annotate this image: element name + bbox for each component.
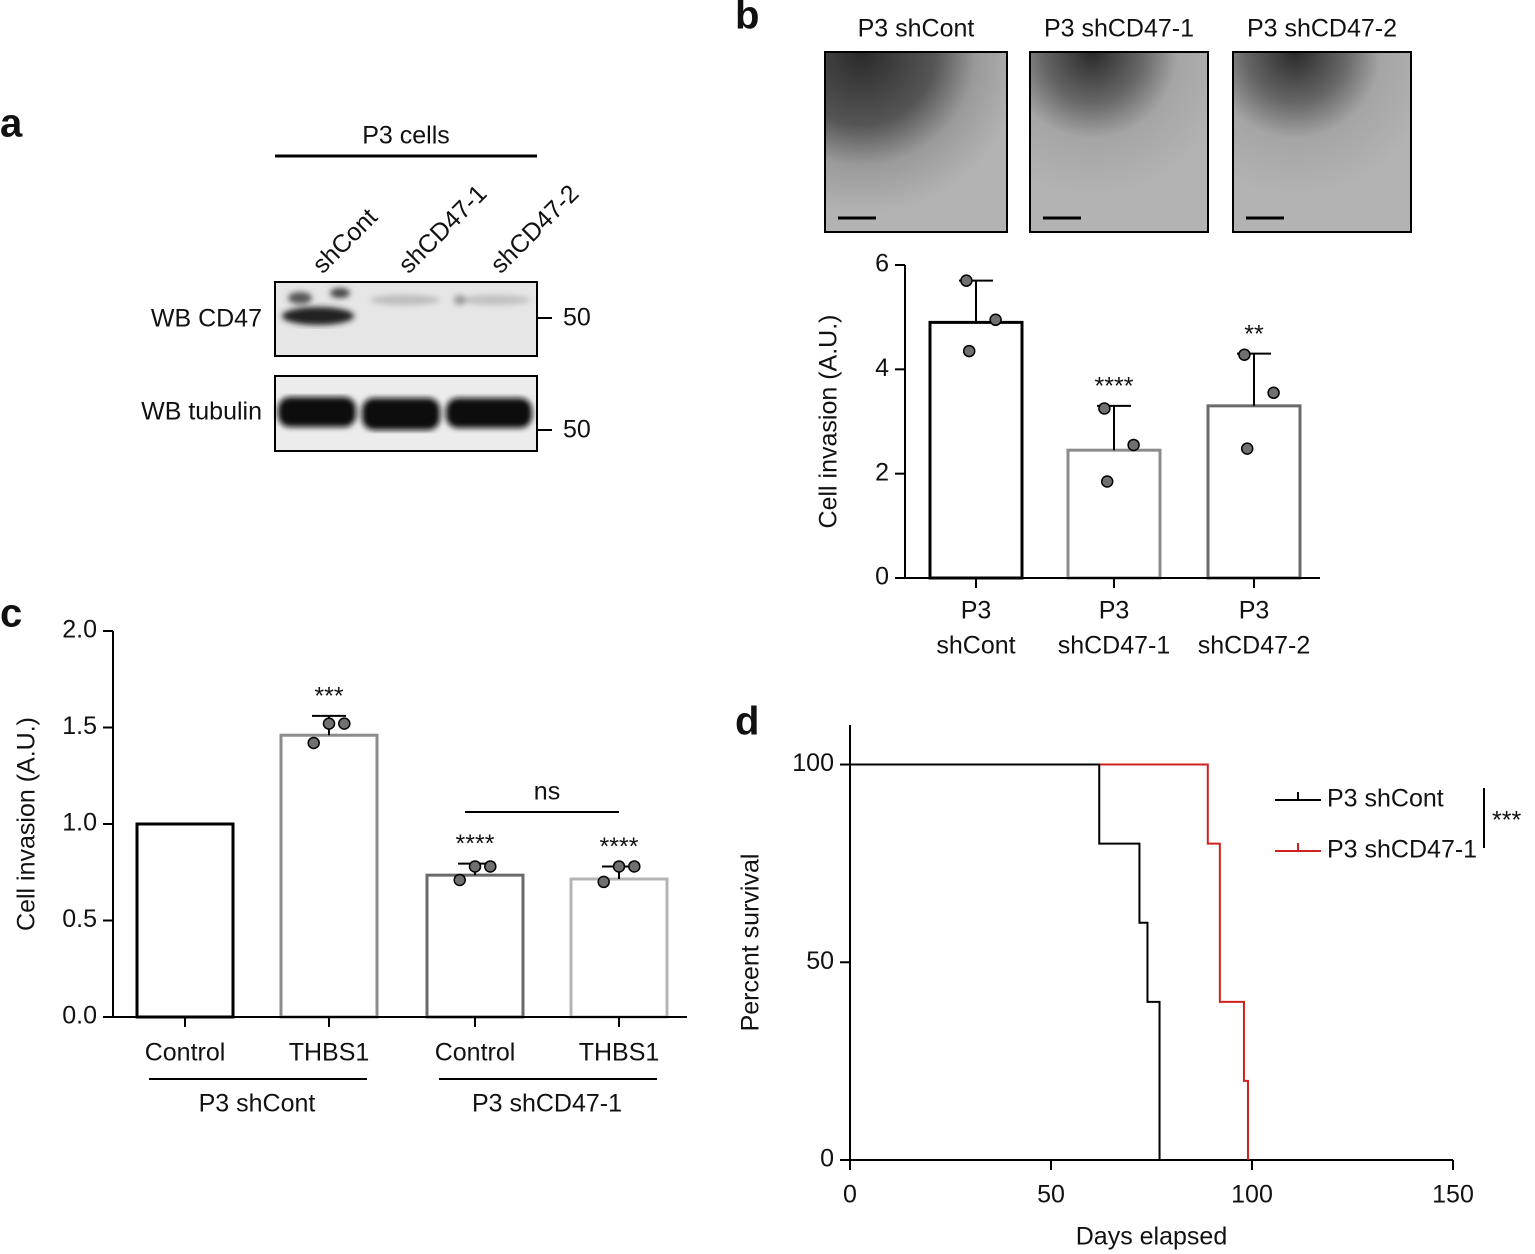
x-tick-label: Control [145, 1039, 226, 1067]
marker-label: 50 [563, 416, 591, 444]
western-blot: P3 cells shCont shCD47-1 shCD47-2 WB CD4… [141, 122, 591, 452]
x-tick-label: THBS1 [289, 1039, 370, 1067]
y-axis-label: Cell invasion (A.U.) [815, 315, 843, 529]
data-point [1127, 438, 1140, 452]
micrograph [1029, 51, 1209, 233]
bar [1066, 448, 1162, 580]
annotation: ns [534, 778, 560, 806]
data-point [468, 860, 482, 873]
y-tick-label: 4 [875, 354, 889, 382]
row-label: WB tubulin [141, 398, 262, 426]
x-tick-label: THBS1 [579, 1039, 660, 1067]
x-tick-label: shCD47-1 [1058, 632, 1171, 660]
micrograph [1232, 51, 1412, 233]
y-tick-label: 100 [792, 749, 834, 777]
x-tick-label: P3 [1239, 597, 1270, 625]
panel-label: c [0, 592, 22, 636]
x-tick-label: shCD47-2 [1198, 632, 1311, 660]
data-point [453, 873, 466, 887]
group-label: P3 shCont [199, 1090, 316, 1118]
lane-label: shCD47-2 [485, 180, 584, 279]
bar [279, 733, 379, 1019]
panel-label: a [0, 102, 23, 146]
x-tick-label: 50 [1037, 1181, 1065, 1209]
bar [135, 822, 235, 1019]
data-point [628, 860, 641, 873]
legend-label: P3 shCont [1327, 785, 1444, 813]
blot-bands [282, 288, 530, 325]
y-tick-label: 2.0 [62, 616, 97, 644]
micrograph-label: P3 shCD47-2 [1247, 15, 1397, 43]
bar [1206, 404, 1302, 580]
lane-label: shCD47-1 [393, 180, 492, 279]
bar [928, 320, 1024, 580]
data-point [1267, 386, 1280, 400]
x-tick-label: shCont [936, 632, 1015, 660]
y-axis-label: Percent survival [737, 854, 765, 1032]
significance: ** [1244, 320, 1264, 348]
significance: **** [456, 830, 495, 858]
significance: **** [600, 833, 639, 861]
data-point [960, 274, 973, 287]
y-tick-label: 0 [875, 563, 889, 591]
x-tick-label: 150 [1432, 1181, 1474, 1209]
x-tick-label: Control [435, 1039, 516, 1067]
micrograph-label: P3 shCont [858, 15, 975, 43]
y-tick-label: 0.5 [62, 905, 97, 933]
row-label: WB CD47 [151, 305, 262, 333]
data-point [989, 313, 1002, 327]
micrograph-label: P3 shCD47-1 [1044, 15, 1194, 43]
error-bar [959, 279, 993, 323]
y-tick-label: 1.5 [62, 712, 97, 740]
blot-cd47 [274, 281, 538, 357]
blot-title: P3 cells [362, 122, 450, 150]
significance: *** [314, 683, 343, 711]
significance: **** [1095, 372, 1134, 400]
data-point [1100, 475, 1114, 488]
data-point [484, 860, 497, 873]
y-tick-label: 1.0 [62, 809, 97, 837]
survival-curve [850, 763, 1249, 1160]
bar [425, 873, 525, 1019]
micrographs: P3 shCont P3 shCD47-1 P3 shCD47-2 [824, 15, 1412, 233]
data-point [1238, 348, 1251, 361]
y-axis-label: Cell invasion (A.U.) [13, 717, 41, 931]
marker-label: 50 [563, 304, 591, 332]
y-tick-label: 0 [820, 1145, 834, 1173]
group-label: P3 shCD47-1 [472, 1090, 622, 1118]
data-point [1098, 402, 1111, 415]
data-point [597, 875, 610, 889]
data-point [307, 736, 320, 750]
x-tick-label: P3 [1099, 597, 1130, 625]
y-tick-label: 2 [875, 458, 889, 486]
panel-label: b [735, 0, 759, 38]
data-point [612, 860, 626, 873]
bar [569, 877, 669, 1019]
data-point [322, 717, 336, 730]
x-tick-label: P3 [961, 597, 992, 625]
error-bar [1237, 352, 1271, 406]
data-point [338, 717, 351, 730]
x-tick-label: 100 [1231, 1181, 1273, 1209]
annotation: *** [1492, 807, 1521, 835]
x-axis-label: Days elapsed [1076, 1223, 1227, 1251]
x-tick-label: 0 [843, 1181, 857, 1209]
panel-label: d [735, 700, 759, 744]
y-tick-label: 6 [875, 250, 889, 278]
y-tick-label: 0.0 [62, 1002, 97, 1030]
legend-label: P3 shCD47-1 [1327, 836, 1477, 864]
data-point [962, 344, 976, 358]
blot-bands [278, 397, 532, 430]
micrograph [824, 51, 1008, 233]
y-tick-label: 50 [806, 947, 834, 975]
data-point [1240, 442, 1254, 455]
lane-label: shCont [307, 203, 383, 279]
survival-curve [850, 763, 1161, 1160]
